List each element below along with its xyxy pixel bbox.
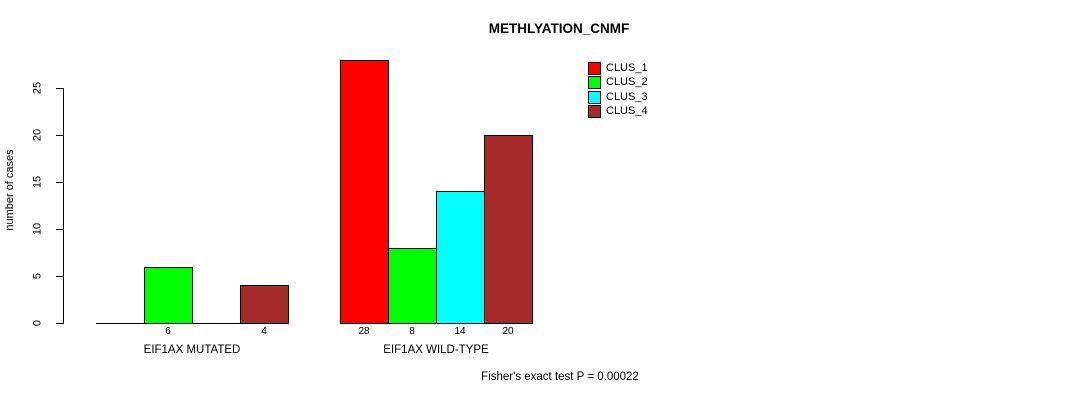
zero-bar-CLUS_3	[192, 323, 241, 324]
y-axis-line	[63, 88, 64, 324]
legend-swatch-CLUS_2	[588, 76, 601, 90]
legend-label: CLUS_3	[606, 90, 648, 103]
bar-CLUS_2	[144, 267, 193, 324]
footer-note: Fisher's exact test P = 0.00022	[481, 371, 639, 383]
legend-item: CLUS_1	[588, 61, 648, 76]
legend-label: CLUS_1	[606, 61, 648, 74]
y-tick-label: 10	[31, 222, 44, 236]
y-axis-tick	[56, 229, 63, 230]
bar-CLUS_1	[340, 60, 389, 324]
bar-value-label: 6	[165, 326, 171, 337]
y-axis-tick	[56, 88, 63, 89]
bar-value-label: 4	[261, 326, 267, 337]
legend-item: CLUS_4	[588, 105, 648, 120]
legend-swatch-CLUS_1	[588, 61, 601, 75]
y-tick-label: 25	[31, 81, 44, 95]
bar-CLUS_4	[240, 285, 289, 324]
y-axis-tick	[56, 135, 63, 136]
legend-item: CLUS_3	[588, 90, 648, 105]
legend-item: CLUS_2	[588, 76, 648, 91]
bar-CLUS_2	[388, 248, 437, 324]
x-group-label: EIF1AX MUTATED	[143, 344, 241, 356]
legend-label: CLUS_4	[606, 105, 648, 118]
bar-CLUS_4	[484, 135, 533, 324]
bar-value-label: 14	[454, 326, 466, 337]
y-axis-tick	[56, 182, 63, 183]
y-axis-tick	[56, 323, 63, 324]
zero-bar-CLUS_1	[96, 323, 145, 324]
y-axis-label: number of cases	[4, 149, 16, 231]
legend-swatch-CLUS_3	[588, 90, 601, 104]
legend-swatch-CLUS_4	[588, 105, 601, 119]
legend-label: CLUS_2	[606, 76, 648, 89]
y-axis-tick	[56, 276, 63, 277]
bar-value-label: 20	[502, 326, 514, 337]
bar-value-label: 8	[409, 326, 415, 337]
y-tick-label: 15	[31, 175, 44, 189]
bar-value-label: 28	[358, 326, 370, 337]
y-tick-label: 0	[31, 319, 44, 327]
bar-CLUS_3	[436, 191, 485, 324]
chart-title: METHLYATION_CNMF	[488, 21, 630, 36]
y-tick-label: 20	[31, 128, 44, 142]
x-group-label: EIF1AX WILD-TYPE	[383, 344, 489, 356]
y-tick-label: 5	[31, 272, 44, 280]
legend: CLUS_1 CLUS_2 CLUS_3 CLUS_4	[588, 61, 648, 119]
